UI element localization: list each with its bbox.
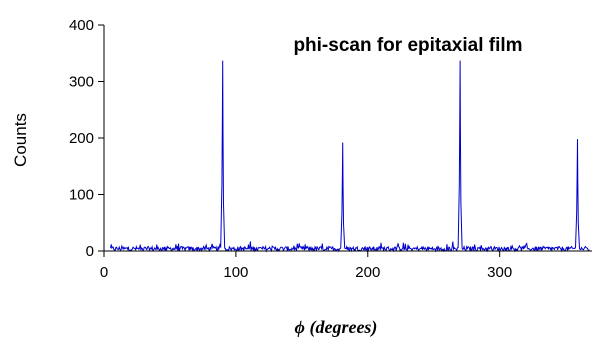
y-tick-label: 400 (69, 17, 94, 34)
x-tick-label: 0 (100, 264, 108, 281)
y-tick-label: 0 (86, 243, 94, 260)
x-axis-title: ϕ (degrees) (295, 317, 378, 338)
series-line (110, 60, 590, 253)
chart-title: phi-scan for epitaxial film (293, 35, 522, 56)
x-tick-label: 200 (355, 264, 380, 281)
x-tick-label: 100 (223, 264, 248, 281)
x-tick-label: 300 (487, 264, 512, 281)
y-axis-title: Counts (11, 113, 30, 167)
y-tick-label: 200 (69, 130, 94, 147)
y-tick-label: 300 (69, 74, 94, 91)
axes-layer: 0 100 200 300 400 0 100 200 300 (69, 17, 592, 281)
y-tick-label: 100 (69, 187, 94, 204)
data-layer (110, 60, 590, 253)
